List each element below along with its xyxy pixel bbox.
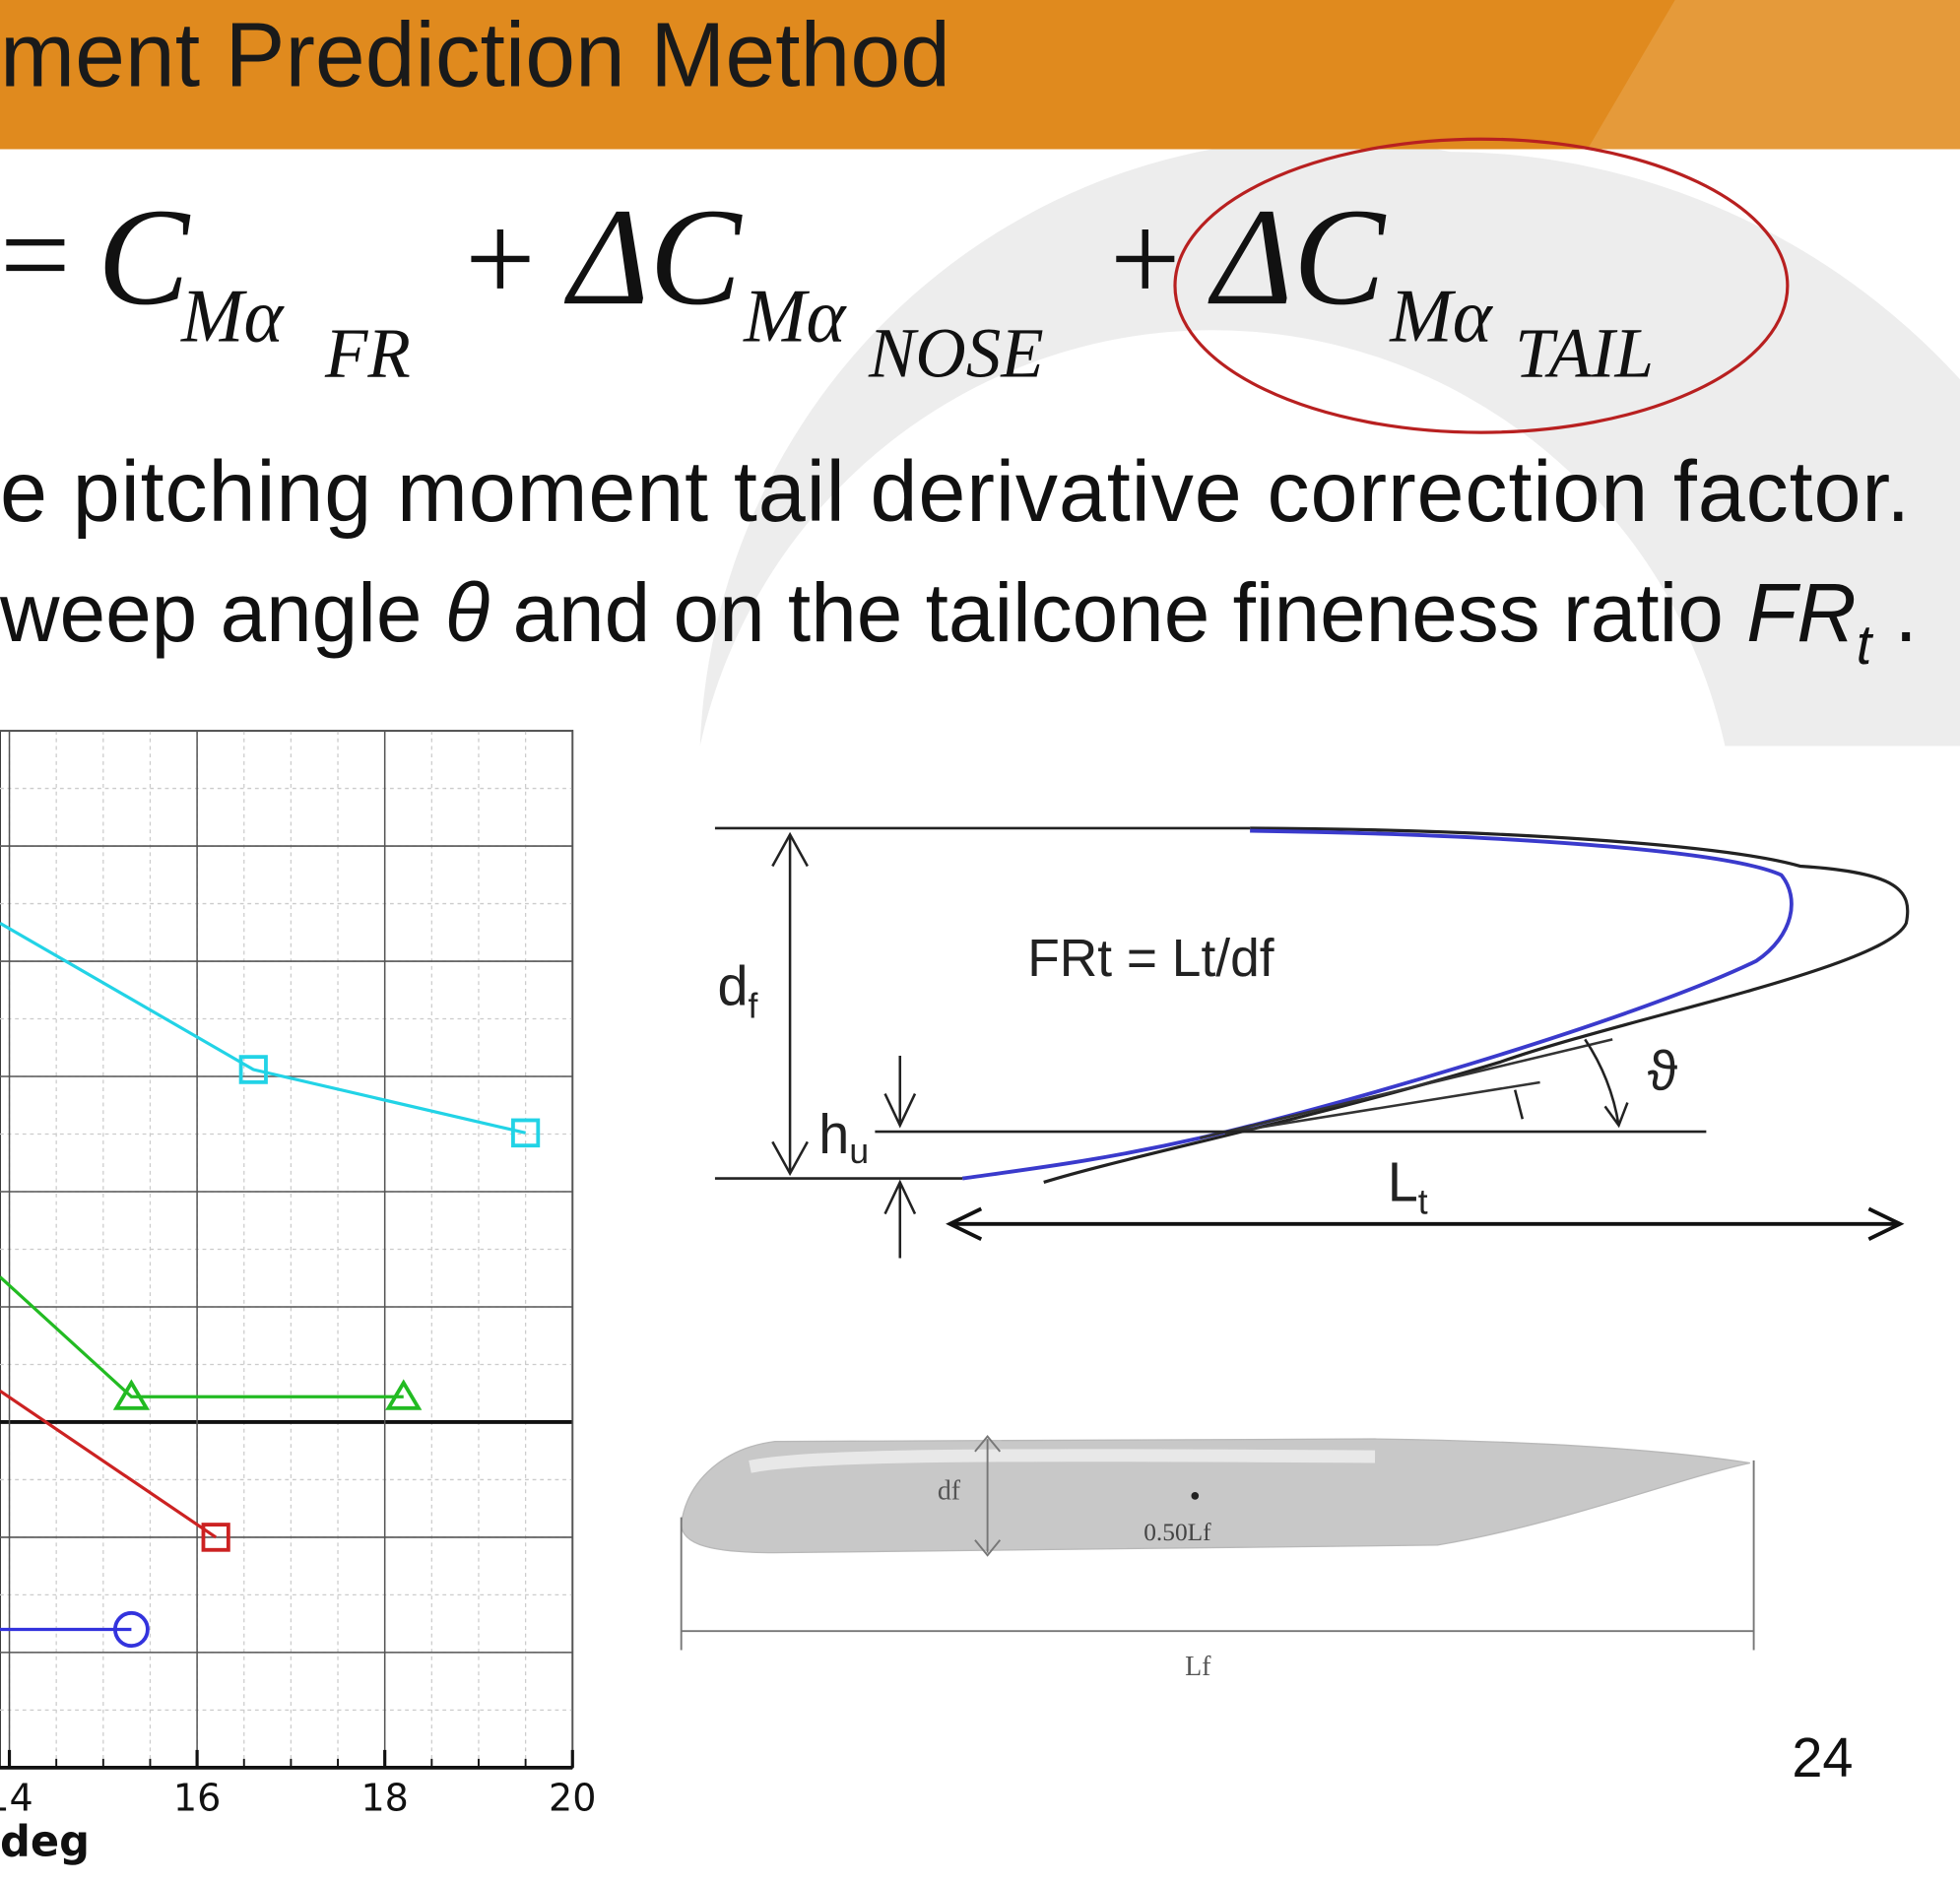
symbol: θ — [445, 565, 490, 659]
subscript: f — [749, 986, 758, 1025]
x-tick-label: 18 — [360, 1776, 408, 1820]
term: C — [98, 180, 190, 334]
marker — [112, 1379, 150, 1410]
plus: + — [465, 188, 536, 329]
plus: + — [1110, 188, 1181, 329]
formula: = C Mα FR + ΔC Mα NOSE + ΔC Mα TAIL — [0, 180, 1654, 392]
marker — [511, 1118, 541, 1148]
label: hu — [818, 1103, 869, 1172]
marker — [201, 1523, 230, 1552]
highlight-ellipse — [1173, 137, 1790, 434]
tail-diagram — [714, 826, 1910, 1259]
fuselage-3d: df 0.50Lf Lf — [680, 1434, 1755, 1682]
marker — [385, 1379, 423, 1410]
subscript: Mα — [180, 274, 285, 357]
marker — [238, 1055, 268, 1084]
label: ϑ — [1648, 1039, 1678, 1101]
text: L — [1388, 1150, 1418, 1212]
tangent — [1224, 1080, 1540, 1135]
fuselage-outline — [961, 828, 1794, 1181]
label: Lf — [1185, 1652, 1211, 1682]
center-dot — [1191, 1491, 1200, 1500]
subscript: u — [849, 1132, 869, 1171]
chart: 14 16 18 20 deg — [0, 730, 596, 1867]
subscript: Mα — [743, 274, 847, 357]
label: 0.50Lf — [1143, 1518, 1211, 1546]
series-line — [0, 1275, 404, 1398]
body-line: e pitching moment tail derivative correc… — [0, 444, 1910, 541]
text: d — [717, 954, 748, 1016]
term: ΔC — [563, 180, 742, 334]
x-axis-label: deg — [0, 1818, 90, 1867]
fuselage-body — [681, 1438, 1750, 1554]
label: df — [717, 954, 757, 1025]
subscript: NOSE — [868, 314, 1044, 392]
text: and on the tailcone fineness ratio — [490, 565, 1746, 659]
label: df — [938, 1476, 961, 1507]
highlight — [749, 1449, 1376, 1473]
x-tick-label: 16 — [173, 1776, 221, 1820]
fuselage-outline — [1043, 826, 1910, 1184]
dimension — [680, 1434, 1755, 1651]
arrowhead — [946, 1206, 1905, 1241]
label: FRt = Lt/df — [1027, 929, 1274, 988]
diagram-labels: df FRt = Lt/df ϑ hu Lt — [717, 929, 1677, 1222]
text: . — [1871, 565, 1918, 659]
text: h — [818, 1103, 849, 1165]
tangent — [1200, 1038, 1613, 1139]
marker — [113, 1610, 150, 1649]
angle-arc — [1513, 1038, 1629, 1129]
series-line — [0, 1390, 218, 1539]
body-line: weep angle θ and on the tailcone finenes… — [0, 565, 1918, 676]
x-tick-label: 14 — [0, 1776, 33, 1820]
label: Lt — [1388, 1150, 1428, 1221]
subscript: t — [1857, 614, 1874, 676]
arrowhead — [771, 831, 809, 1177]
watermark — [699, 138, 1960, 747]
subscript: FR — [324, 314, 411, 392]
symbol: FR — [1746, 565, 1857, 659]
title: ment Prediction Method — [0, 5, 950, 106]
subscript: t — [1418, 1182, 1428, 1221]
subscript: Mα — [1389, 274, 1493, 357]
x-tick-label: 20 — [549, 1776, 596, 1820]
equals: = — [0, 184, 71, 325]
series-line — [0, 922, 526, 1135]
page-number: 24 — [1792, 1726, 1853, 1788]
dim-arrow — [883, 1056, 917, 1259]
subscript: TAIL — [1515, 314, 1654, 392]
text: weep angle — [0, 565, 445, 659]
term: ΔC — [1208, 180, 1386, 334]
header-shade — [1587, 0, 1960, 150]
